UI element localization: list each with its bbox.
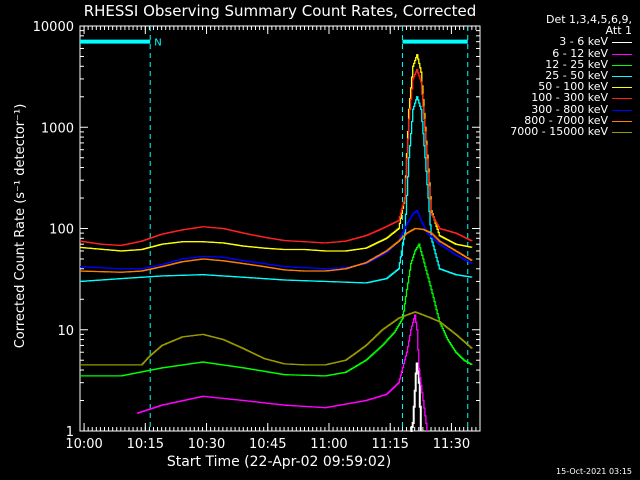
legend-label: 7000 - 15000 keV bbox=[510, 124, 608, 138]
series-line-7000-15000-kev bbox=[80, 311, 473, 366]
series-line-50-100-kev bbox=[80, 54, 473, 252]
legend-label: 800 - 7000 keV bbox=[524, 113, 608, 127]
legend-label: 12 - 25 keV bbox=[545, 57, 608, 71]
legend-attenuator-header: Att 1 bbox=[605, 24, 632, 38]
legend-swatch bbox=[612, 131, 632, 133]
legend-detector-header: Det 1,3,4,5,6,9, bbox=[545, 13, 632, 26]
x-tick-label: 10:30 bbox=[188, 437, 225, 452]
series-line-3-6-kev bbox=[410, 362, 422, 432]
x-tick-label: 11:15 bbox=[371, 437, 408, 452]
legend-swatch bbox=[612, 64, 632, 66]
legend-label: 50 - 100 keV bbox=[538, 80, 608, 94]
legend-item: 100 - 300 keV bbox=[480, 91, 636, 105]
legend-label: 25 - 50 keV bbox=[545, 68, 608, 82]
series-line-25-50-kev bbox=[80, 96, 473, 284]
legend-item: 7000 - 15000 keV bbox=[480, 126, 636, 137]
legend-swatch bbox=[612, 42, 632, 44]
legend-swatch bbox=[612, 53, 632, 55]
y-tick-label: 10000 bbox=[33, 20, 74, 35]
x-tick-label: 11:30 bbox=[433, 437, 470, 452]
series-line-12-25-kev bbox=[80, 243, 473, 377]
x-tick-label: 10:00 bbox=[65, 437, 102, 452]
legend: Det 1,3,4,5,6,9, Att 1 3 - 6 keV 6 - 12 k… bbox=[480, 14, 636, 137]
y-tick-label: 1000 bbox=[41, 121, 74, 136]
x-tick-label: 10:15 bbox=[127, 437, 164, 452]
legend-swatch bbox=[612, 98, 632, 100]
legend-swatch bbox=[612, 87, 632, 89]
legend-item: 300 - 800 keV bbox=[480, 102, 636, 116]
legend-item: 25 - 50 keV bbox=[480, 70, 636, 81]
timestamp: 15-Oct-2021 03:15 bbox=[556, 467, 632, 476]
y-tick-label: 10 bbox=[57, 324, 74, 339]
legend-swatch bbox=[612, 75, 632, 77]
legend-label: 300 - 800 keV bbox=[531, 102, 608, 116]
legend-item: 6 - 12 keV bbox=[480, 46, 636, 60]
legend-label: 100 - 300 keV bbox=[531, 91, 608, 105]
x-tick-label: 11:00 bbox=[310, 437, 347, 452]
series-line-800-7000-kev bbox=[80, 227, 473, 273]
attenuator-label: N bbox=[154, 38, 161, 49]
legend-swatch bbox=[612, 120, 632, 122]
chart-title: RHESSI Observing Summary Count Rates, Co… bbox=[84, 2, 477, 20]
series-line-300-800-kev bbox=[80, 210, 473, 270]
series-line-6-12-kev bbox=[137, 314, 428, 431]
legend-item: 3 - 6 keV bbox=[480, 35, 636, 49]
legend-swatch bbox=[612, 109, 632, 111]
x-tick-label: 10:45 bbox=[249, 437, 286, 452]
legend-label: 3 - 6 keV bbox=[559, 35, 608, 49]
legend-entries: 3 - 6 keV 6 - 12 keV 12 - 25 keV 25 - 50 ke… bbox=[480, 36, 636, 137]
series-line-100-300-kev bbox=[80, 69, 473, 247]
legend-item: 50 - 100 keV bbox=[480, 81, 636, 92]
x-axis-label: Start Time (22-Apr-02 09:59:02) bbox=[167, 454, 391, 470]
legend-item: 800 - 7000 keV bbox=[480, 115, 636, 126]
plot-area: 1 10 100 1000 10000 10:00 10:15 10:30 10:45 11:00… bbox=[33, 20, 481, 452]
y-axis-label: Corrected Count Rate (s⁻¹ detector⁻¹) bbox=[13, 104, 28, 349]
legend-label: 6 - 12 keV bbox=[552, 46, 608, 60]
legend-item: 12 - 25 keV bbox=[480, 59, 636, 70]
y-tick-label: 100 bbox=[49, 223, 74, 238]
y-tick-label: 1 bbox=[66, 425, 74, 440]
